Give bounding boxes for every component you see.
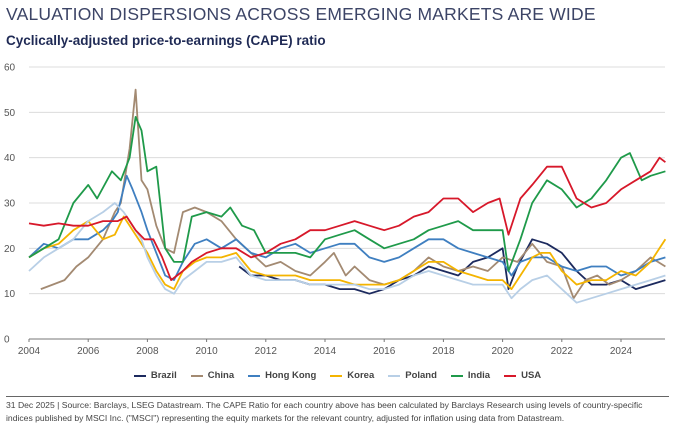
x-tick-label: 2004 (18, 346, 41, 357)
x-tick-label: 2020 (491, 346, 514, 357)
y-tick-label: 50 (4, 108, 16, 119)
legend-label: Hong Kong (265, 370, 317, 381)
y-tick-label: 40 (4, 153, 16, 164)
x-axis: 2004 2006 2008 2010 2012 2014 2016 2018 2020 2022… (18, 338, 665, 357)
x-tick-label: 2012 (255, 346, 278, 357)
legend-label: Poland (405, 370, 437, 381)
legend-swatch (248, 374, 261, 377)
series-line-hong-kong (28, 174, 666, 282)
legend-item-china: China (190, 370, 235, 381)
legend-label: India (467, 370, 491, 381)
legend-swatch (330, 374, 343, 377)
legend-label: China (207, 370, 235, 381)
legend-item-usa: USA (504, 370, 541, 381)
page-title: VALUATION DISPERSIONS ACROSS EMERGING MA… (6, 4, 596, 24)
x-tick-label: 2008 (136, 346, 159, 357)
y-axis: 0 10 20 30 40 50 60 (4, 63, 16, 346)
legend-item-india: India (450, 370, 491, 381)
footer-divider (6, 396, 669, 397)
legend-swatch (504, 374, 517, 377)
legend-swatch (450, 374, 463, 377)
x-tick-label: 2016 (373, 346, 396, 357)
grid-lines (29, 66, 665, 295)
y-tick-label: 60 (4, 63, 16, 74)
legend-item-korea: Korea (330, 370, 374, 381)
x-tick-label: 2014 (314, 346, 337, 357)
legend-swatch (133, 374, 146, 377)
series-lines (28, 88, 667, 304)
x-tick-label: 2018 (432, 346, 455, 357)
y-tick-label: 0 (4, 335, 10, 346)
legend-item-hong-kong: Hong Kong (248, 370, 316, 381)
source-note: 31 Dec 2025 | Source: Barclays, LSEG Dat… (6, 400, 643, 423)
legend-swatch (388, 374, 401, 377)
x-tick-label: 2022 (551, 346, 574, 357)
legend-label: USA (521, 370, 542, 381)
y-tick-label: 20 (4, 244, 16, 255)
y-tick-label: 10 (4, 289, 16, 300)
chart-legend: Brazil China Hong Kong Korea Poland India USA (0, 370, 675, 381)
legend-label: Korea (347, 370, 375, 381)
x-tick-label: 2006 (77, 346, 100, 357)
legend-swatch (190, 374, 203, 377)
series-line-usa (28, 156, 666, 282)
y-tick-label: 30 (4, 199, 16, 210)
legend-item-poland: Poland (388, 370, 437, 381)
legend-label: Brazil (150, 370, 177, 381)
chart-subtitle: Cyclically-adjusted price-to-earnings (C… (6, 33, 326, 48)
series-line-korea (28, 215, 667, 291)
x-tick-label: 2024 (610, 346, 633, 357)
x-tick-label: 2010 (195, 346, 218, 357)
legend-item-brazil: Brazil (133, 370, 177, 381)
series-line-india (28, 116, 666, 272)
